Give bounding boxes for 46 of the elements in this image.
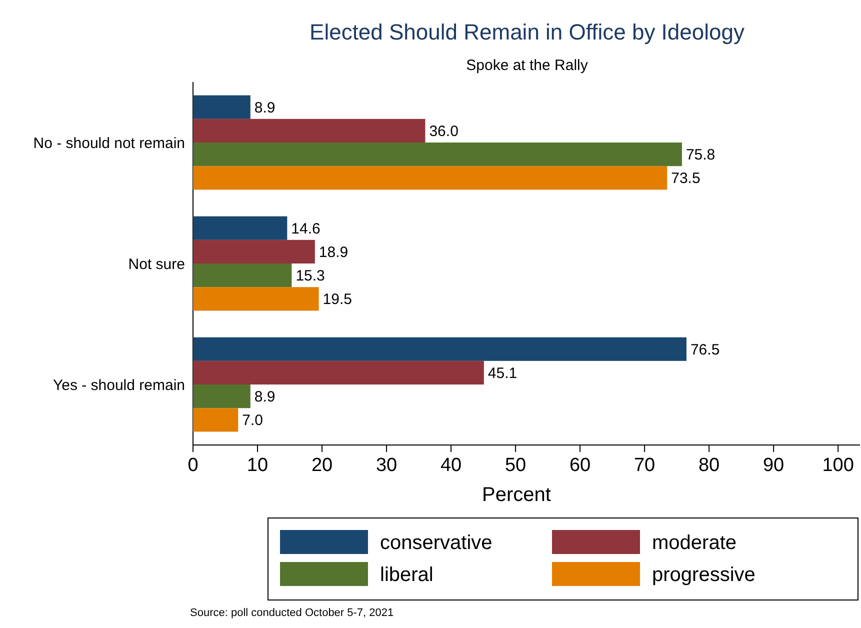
x-tick-label: 90 bbox=[762, 455, 784, 476]
data-label: 45.1 bbox=[488, 364, 518, 382]
bar bbox=[193, 360, 484, 384]
data-label: 8.9 bbox=[254, 388, 276, 406]
bar bbox=[193, 142, 682, 166]
bar bbox=[193, 337, 686, 361]
bar bbox=[193, 118, 426, 142]
legend-label: liberal bbox=[380, 564, 434, 586]
x-tick-label: 50 bbox=[504, 455, 526, 476]
x-tick-label: 20 bbox=[311, 455, 333, 476]
data-label: 73.5 bbox=[671, 170, 700, 188]
bar bbox=[193, 240, 315, 264]
legend-label: progressive bbox=[652, 564, 756, 586]
bar bbox=[193, 95, 250, 119]
x-tick-label: 40 bbox=[440, 455, 462, 476]
x-tick-label: 70 bbox=[634, 455, 656, 476]
x-tick-label: 80 bbox=[698, 455, 720, 476]
bar bbox=[193, 384, 250, 408]
x-tick-label: 60 bbox=[569, 455, 591, 476]
x-tick-label: 30 bbox=[376, 455, 398, 476]
data-label: 19.5 bbox=[322, 291, 352, 308]
bar bbox=[193, 216, 288, 240]
legend-label: conservative bbox=[380, 532, 492, 554]
legend-label: moderate bbox=[652, 532, 736, 554]
data-label: 76.5 bbox=[690, 341, 720, 358]
bar bbox=[193, 287, 319, 311]
y-tick-label: No - should not remain bbox=[33, 134, 185, 152]
data-label: 7.0 bbox=[242, 412, 264, 430]
chart-subtitle: Spoke at the Rally bbox=[466, 57, 588, 74]
bar bbox=[193, 264, 292, 288]
data-label: 14.6 bbox=[291, 220, 320, 238]
x-axis-title: Percent bbox=[482, 484, 552, 506]
data-label: 36.0 bbox=[429, 122, 458, 140]
x-tick-label: 0 bbox=[188, 455, 198, 476]
x-tick-label: 100 bbox=[822, 455, 854, 476]
source-note: Source: poll conducted October 5-7, 2021 bbox=[190, 606, 394, 619]
data-label: 15.3 bbox=[296, 268, 325, 285]
y-tick-label: Not sure bbox=[128, 256, 185, 273]
data-label: 8.9 bbox=[254, 99, 276, 116]
bar bbox=[193, 408, 238, 432]
x-tick-label: 10 bbox=[246, 455, 268, 476]
data-label: 75.8 bbox=[686, 146, 716, 164]
data-label: 18.9 bbox=[318, 244, 348, 261]
y-tick-label: Yes - should remain bbox=[52, 376, 185, 394]
bar bbox=[193, 166, 668, 190]
chart-title: Elected Should Remain in Office by Ideology bbox=[310, 20, 744, 45]
